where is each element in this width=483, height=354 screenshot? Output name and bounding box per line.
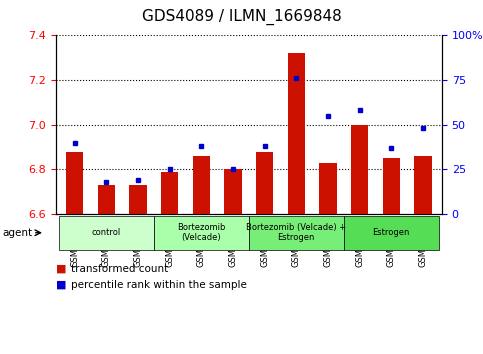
Bar bbox=[256, 152, 273, 214]
Bar bbox=[414, 156, 432, 214]
Bar bbox=[319, 163, 337, 214]
Text: agent: agent bbox=[2, 228, 32, 238]
Bar bbox=[351, 125, 369, 214]
Bar bbox=[224, 170, 242, 214]
Bar bbox=[66, 152, 83, 214]
Bar bbox=[193, 156, 210, 214]
Bar bbox=[287, 53, 305, 214]
Text: Bortezomib
(Velcade): Bortezomib (Velcade) bbox=[177, 223, 226, 242]
Text: Bortezomib (Velcade) +
Estrogen: Bortezomib (Velcade) + Estrogen bbox=[246, 223, 346, 242]
Bar bbox=[383, 158, 400, 214]
Bar bbox=[129, 185, 147, 214]
Bar bbox=[161, 172, 178, 214]
Text: ■: ■ bbox=[56, 280, 66, 290]
Text: control: control bbox=[92, 228, 121, 237]
Text: GDS4089 / ILMN_1669848: GDS4089 / ILMN_1669848 bbox=[142, 9, 341, 25]
Bar bbox=[98, 185, 115, 214]
Text: percentile rank within the sample: percentile rank within the sample bbox=[71, 280, 247, 290]
Text: transformed count: transformed count bbox=[71, 264, 169, 274]
Text: ■: ■ bbox=[56, 264, 66, 274]
Text: Estrogen: Estrogen bbox=[372, 228, 410, 237]
